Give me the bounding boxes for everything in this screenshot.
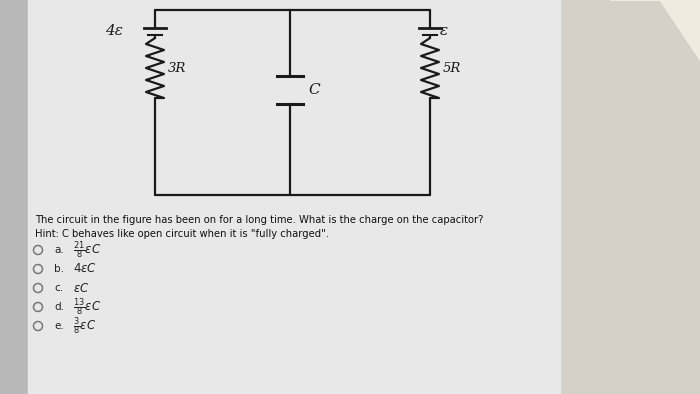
Text: $\varepsilon C$: $\varepsilon C$ bbox=[73, 281, 90, 294]
Text: e.: e. bbox=[54, 321, 64, 331]
Text: $\frac{3}{8}\varepsilon C$: $\frac{3}{8}\varepsilon C$ bbox=[73, 315, 96, 337]
Text: 4ε: 4ε bbox=[105, 24, 123, 38]
Text: $\frac{21}{8}\varepsilon C$: $\frac{21}{8}\varepsilon C$ bbox=[73, 239, 102, 261]
Text: $4\varepsilon C$: $4\varepsilon C$ bbox=[73, 262, 97, 275]
Bar bbox=[560, 0, 700, 394]
Text: 3R: 3R bbox=[168, 61, 186, 74]
Text: The circuit in the figure has been on for a long time. What is the charge on the: The circuit in the figure has been on fo… bbox=[35, 215, 484, 225]
Text: d.: d. bbox=[54, 302, 64, 312]
Text: Hint: C behaves like open circuit when it is "fully charged".: Hint: C behaves like open circuit when i… bbox=[35, 229, 329, 239]
Text: ε: ε bbox=[440, 24, 448, 38]
Polygon shape bbox=[610, 0, 700, 60]
Text: a.: a. bbox=[54, 245, 64, 255]
Text: 5R: 5R bbox=[443, 61, 461, 74]
Bar bbox=[0, 0, 28, 394]
Text: C: C bbox=[308, 83, 320, 97]
Bar bbox=[28, 0, 560, 394]
Text: $\frac{13}{8}\varepsilon C$: $\frac{13}{8}\varepsilon C$ bbox=[73, 296, 102, 318]
Text: c.: c. bbox=[54, 283, 63, 293]
Text: b.: b. bbox=[54, 264, 64, 274]
